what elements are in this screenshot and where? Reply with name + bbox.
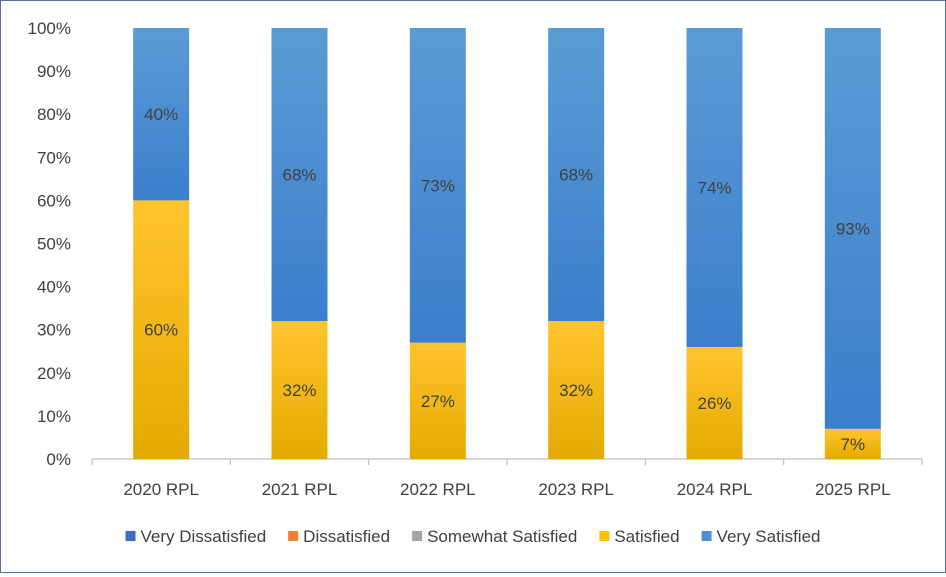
legend-swatch (701, 531, 712, 541)
y-tick-label: 100% (28, 19, 71, 38)
legend-label: Very Satisfied (717, 527, 821, 546)
bar-satisfied (548, 321, 605, 459)
y-tick-label: 40% (37, 278, 71, 297)
y-tick-label: 90% (37, 62, 71, 81)
data-label: 26% (697, 394, 731, 413)
legend-label: Very Dissatisfied (141, 527, 267, 546)
y-tick-label: 70% (37, 148, 71, 167)
legend-swatch (288, 531, 299, 541)
legend-swatch (412, 531, 423, 541)
bar-very-satisfied (824, 28, 881, 429)
bar-very-satisfied (686, 28, 743, 347)
y-tick-label: 0% (46, 450, 71, 469)
y-tick-label: 10% (37, 407, 71, 426)
data-label: 60% (144, 321, 178, 340)
data-label: 68% (282, 166, 316, 185)
legend-swatch (125, 531, 136, 541)
data-label: 40% (144, 105, 178, 124)
bar-satisfied (271, 321, 328, 459)
legend-label: Somewhat Satisfied (427, 527, 577, 546)
bar-satisfied (409, 342, 466, 459)
bar-very-satisfied (271, 28, 328, 322)
legend: Very Dissatisfied Dissatisfied Somewhat Sa… (125, 527, 821, 546)
y-tick-label: 20% (37, 364, 71, 383)
x-tick-label: 2020 RPL (123, 480, 199, 499)
data-label: 7% (841, 435, 866, 454)
data-label: 27% (421, 392, 455, 411)
legend-label: Dissatisfied (303, 527, 390, 546)
data-label: 32% (559, 381, 593, 400)
y-tick-label: 80% (37, 105, 71, 124)
bar-satisfied (686, 346, 743, 459)
data-label: 68% (559, 166, 593, 185)
bars-group (133, 28, 881, 459)
axes-group: 0% 10% 20% 30% 40% 50% 60% 70% 80% 90% 100% 2020 RP… (28, 19, 923, 499)
data-labels-group: 60% 40% 32% 68% 27% 73% 32% 68% 26% 74% 7% 93% (144, 105, 870, 454)
data-label: 74% (697, 178, 731, 197)
x-tick-label: 2024 RPL (677, 480, 753, 499)
x-tick-label: 2021 RPL (262, 480, 338, 499)
x-tick-label: 2023 RPL (538, 480, 614, 499)
y-tick-label: 50% (37, 235, 71, 254)
bar-very-satisfied (409, 28, 466, 343)
bar-very-satisfied (548, 28, 605, 322)
x-tick-label: 2022 RPL (400, 480, 476, 499)
bar-satisfied (824, 428, 881, 459)
y-tick-label: 60% (37, 191, 71, 210)
legend-label: Satisfied (614, 527, 679, 546)
data-label: 93% (836, 219, 870, 238)
x-tick-label: 2025 RPL (815, 480, 891, 499)
bar-very-satisfied (133, 28, 190, 201)
data-label: 73% (421, 176, 455, 195)
data-label: 32% (282, 381, 316, 400)
bar-satisfied (133, 200, 190, 459)
y-tick-label: 30% (37, 321, 71, 340)
legend-swatch (599, 531, 610, 541)
